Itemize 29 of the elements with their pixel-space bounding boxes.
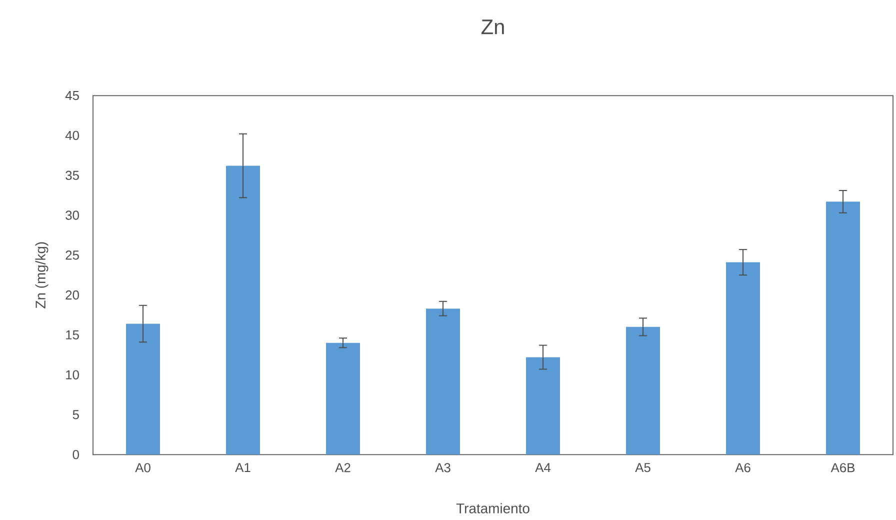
x-tick-label: A1 — [235, 463, 250, 472]
bar — [726, 262, 760, 455]
y-tick-label: 25 — [66, 250, 79, 260]
x-tick-label: A6 — [735, 463, 750, 472]
y-tick-label: 15 — [66, 330, 79, 340]
chart-title: Zn — [481, 20, 504, 34]
y-tick-label: 40 — [65, 130, 79, 140]
y-axis-title: Zn (mg/kg) — [35, 242, 48, 308]
bar — [226, 166, 260, 455]
x-tick-label: A6B — [830, 463, 855, 472]
y-tick-label: 35 — [66, 170, 79, 180]
x-tick-label: A0 — [135, 463, 150, 472]
bar — [826, 202, 860, 455]
y-tick-label: 0 — [72, 450, 79, 460]
x-tick-label: A3 — [435, 463, 450, 472]
y-tick-label: 5 — [72, 410, 79, 420]
y-tick-label: 45 — [65, 91, 79, 100]
bar — [326, 342, 360, 455]
y-tick-label: 30 — [66, 210, 79, 220]
x-tick-label: A5 — [635, 463, 650, 472]
y-tick-label: 10 — [66, 370, 79, 380]
bar — [526, 357, 560, 455]
y-tick-label: 20 — [66, 290, 79, 300]
bar — [126, 324, 160, 455]
bar — [426, 308, 460, 455]
x-axis-title: Tratamiento — [456, 503, 530, 514]
x-tick-label: A2 — [335, 463, 350, 472]
x-tick-label: A4 — [535, 463, 551, 472]
bar — [626, 326, 660, 455]
